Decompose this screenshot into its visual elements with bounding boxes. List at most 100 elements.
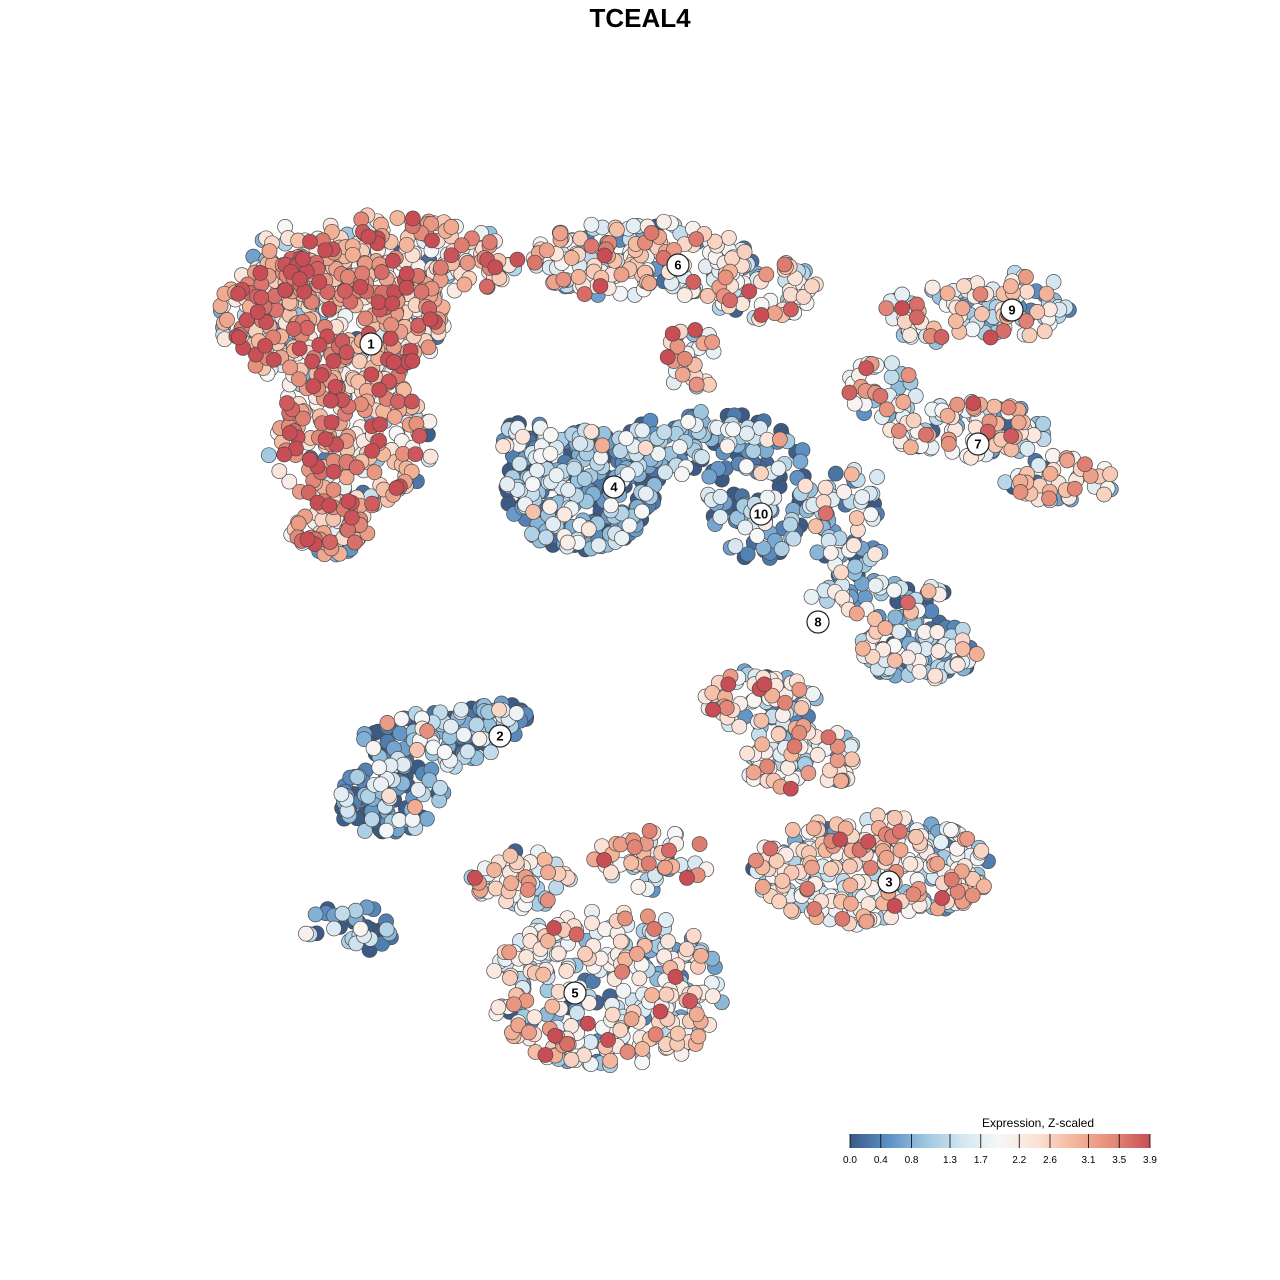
- cell-point: [954, 641, 971, 657]
- cell-point: [391, 812, 408, 829]
- cell-point: [995, 323, 1012, 339]
- cell-point: [364, 811, 380, 828]
- cell-point: [467, 870, 483, 886]
- cell-point: [572, 230, 589, 247]
- cell-point: [797, 477, 814, 494]
- cell-point: [545, 516, 561, 532]
- cell-point: [712, 509, 729, 525]
- cell-point: [783, 902, 800, 919]
- cell-point: [940, 436, 957, 452]
- cell-point: [249, 304, 266, 320]
- cell-point: [949, 396, 966, 413]
- cell-point: [1021, 327, 1038, 344]
- cell-point: [481, 234, 498, 250]
- cell-point: [786, 738, 803, 755]
- cell-point: [555, 271, 572, 288]
- chart-title: TCEAL4: [589, 3, 691, 33]
- cell-point: [542, 445, 559, 462]
- cell-point: [883, 369, 900, 385]
- cell-point: [592, 278, 609, 294]
- cell-point: [647, 1026, 664, 1043]
- legend-tick-label: 1.3: [943, 1155, 957, 1166]
- cell-point: [682, 993, 698, 1009]
- cell-point: [584, 915, 600, 931]
- cell-point: [540, 933, 556, 949]
- cell-point: [499, 476, 516, 493]
- cell-point: [972, 286, 989, 303]
- cell-point: [614, 530, 630, 546]
- cell-point: [317, 242, 334, 259]
- cell-point: [423, 215, 439, 232]
- cell-point: [920, 583, 937, 600]
- cell-point: [502, 970, 518, 986]
- cell-point: [265, 351, 282, 368]
- cell-point: [664, 325, 681, 342]
- cell-point: [943, 871, 960, 888]
- cell-point: [892, 842, 909, 858]
- cell-point: [600, 1032, 616, 1048]
- cell-point: [739, 546, 756, 563]
- cell-point: [609, 221, 625, 238]
- cluster-label-9: 9: [1000, 298, 1024, 322]
- cell-point: [820, 729, 837, 746]
- cell-point: [529, 462, 545, 479]
- cluster-label-8: 8: [806, 610, 830, 634]
- cell-point: [613, 266, 630, 283]
- cell-point: [372, 416, 388, 433]
- cell-point: [261, 243, 278, 259]
- cell-point: [793, 700, 810, 716]
- cell-point: [501, 944, 518, 961]
- cluster-label-badge: [877, 870, 901, 894]
- cell-point: [325, 481, 342, 498]
- cell-point: [538, 242, 555, 259]
- cell-point: [422, 311, 439, 328]
- legend-colorbar: [850, 1134, 1150, 1148]
- cell-point: [782, 286, 799, 303]
- cell-point: [803, 588, 820, 605]
- cell-point: [370, 294, 387, 311]
- cell-point: [459, 255, 476, 271]
- cell-point: [948, 313, 964, 330]
- cell-point: [570, 269, 587, 285]
- cell-point: [340, 269, 356, 285]
- cluster-label-badge: [488, 724, 512, 748]
- cell-point: [327, 378, 344, 395]
- cell-point: [276, 446, 293, 463]
- cell-point: [918, 426, 934, 443]
- cell-point: [784, 822, 801, 838]
- cell-point: [965, 871, 981, 887]
- cell-point: [894, 300, 910, 316]
- cell-point: [1042, 465, 1059, 482]
- cell-point: [1045, 448, 1061, 464]
- cell-point: [741, 283, 758, 300]
- cell-point: [658, 986, 675, 1003]
- cell-point: [305, 378, 322, 395]
- cell-point: [302, 233, 318, 250]
- cell-point: [514, 428, 531, 445]
- cell-point: [238, 312, 255, 329]
- cell-point: [1096, 486, 1112, 503]
- cell-point: [782, 780, 799, 797]
- legend-tick-label: 3.9: [1143, 1155, 1157, 1166]
- cluster-label-4: 4: [602, 475, 626, 499]
- cell-point: [657, 464, 673, 481]
- cell-point: [354, 265, 371, 282]
- cell-point: [644, 987, 660, 1003]
- cluster-label-2: 2: [488, 724, 512, 748]
- cell-point: [572, 435, 588, 452]
- cell-point: [508, 705, 525, 721]
- cell-point: [690, 1028, 707, 1045]
- cell-point: [687, 322, 704, 338]
- cell-point: [459, 743, 476, 760]
- cell-point: [407, 799, 423, 815]
- cluster-label-badge: [666, 253, 690, 277]
- cell-point: [398, 236, 415, 253]
- cell-point: [486, 862, 503, 878]
- cell-point: [736, 243, 753, 260]
- cell-point: [333, 786, 350, 802]
- cell-point: [909, 309, 925, 326]
- cell-point: [634, 1054, 651, 1071]
- cell-point: [679, 870, 695, 886]
- cell-point: [806, 901, 823, 917]
- cell-point: [1066, 480, 1083, 497]
